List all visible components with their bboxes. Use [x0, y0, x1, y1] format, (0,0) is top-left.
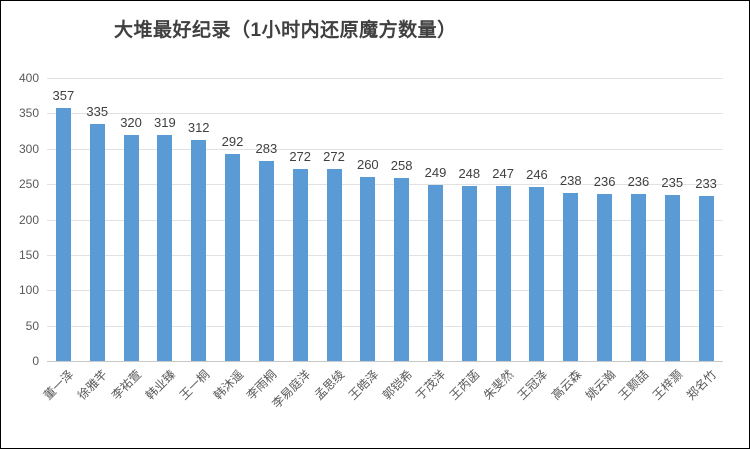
- bar-value-label: 272: [289, 148, 312, 164]
- y-gridline: [46, 148, 723, 150]
- y-gridline: [46, 113, 723, 115]
- y-axis-tick-label: 150: [18, 247, 39, 262]
- bar-王梓灏: [664, 194, 680, 361]
- bar-王一桐: [191, 140, 207, 361]
- bar-王颢喆: [630, 194, 646, 361]
- chart-title: 大堆最好纪录（1小时内还原魔方数量）: [114, 20, 457, 41]
- bar-姚云瀚: [597, 194, 613, 361]
- y-gridline: [46, 325, 723, 327]
- bar-value-label: 292: [221, 134, 244, 150]
- bar-于茂洋: [427, 184, 443, 361]
- bar-value-label: 247: [492, 166, 514, 182]
- bar-高云森: [563, 192, 579, 361]
- y-axis-tick-label: 50: [25, 318, 39, 333]
- y-axis-tick-label: 200: [18, 212, 39, 227]
- bar-value-label: 248: [458, 165, 481, 181]
- bar-王皓泽: [360, 177, 376, 361]
- bar-value-label: 249: [424, 164, 447, 180]
- bar-value-label: 260: [356, 157, 379, 173]
- bar-郑名竹: [698, 196, 714, 361]
- bar-韩沐遥: [225, 154, 241, 361]
- bar-王芮菡: [461, 185, 477, 361]
- y-gridline: [46, 219, 723, 221]
- bar-value-label: 312: [187, 120, 210, 136]
- bar-孟思绫: [326, 168, 342, 361]
- bar-value-label: 319: [154, 115, 176, 131]
- y-axis-tick-label: 400: [18, 71, 39, 85]
- bar-李祐萱: [123, 134, 139, 361]
- bar-value-label: 335: [86, 103, 109, 119]
- bar-value-label: 233: [695, 176, 717, 192]
- bar-value-label: 236: [627, 174, 650, 190]
- bar-徐雅芊: [89, 123, 105, 361]
- bar-value-label: 236: [593, 174, 616, 190]
- bar-朱斐然: [495, 186, 511, 361]
- y-axis-tick-label: 350: [18, 106, 39, 121]
- x-axis-line: [46, 361, 723, 362]
- y-axis-tick-label: 300: [18, 141, 39, 156]
- bar-value-label: 258: [390, 158, 413, 174]
- bar-value-label: 235: [661, 174, 684, 190]
- bar-value-label: 238: [559, 172, 582, 188]
- bar-郭铠希: [394, 178, 410, 361]
- y-axis-tick-label: 100: [18, 283, 39, 298]
- bar-李雨桐: [258, 160, 274, 361]
- y-axis-tick-label: 0: [32, 354, 39, 368]
- y-gridline: [46, 184, 723, 186]
- bar-value-label: 320: [120, 114, 142, 130]
- bar-李易庭洋: [292, 168, 308, 361]
- y-gridline: [46, 254, 723, 256]
- bar-value-label: 246: [526, 166, 548, 182]
- y-axis-tick-label: 250: [18, 177, 39, 192]
- bar-韩业臻: [157, 135, 173, 361]
- bar-王冠泽: [529, 186, 545, 361]
- bar-董一泽: [55, 108, 71, 361]
- bar-value-label: 272: [323, 148, 345, 164]
- y-gridline: [46, 290, 723, 292]
- bar-value-label: 357: [52, 88, 75, 104]
- y-gridline: [46, 78, 723, 79]
- bar-value-label: 283: [255, 140, 278, 156]
